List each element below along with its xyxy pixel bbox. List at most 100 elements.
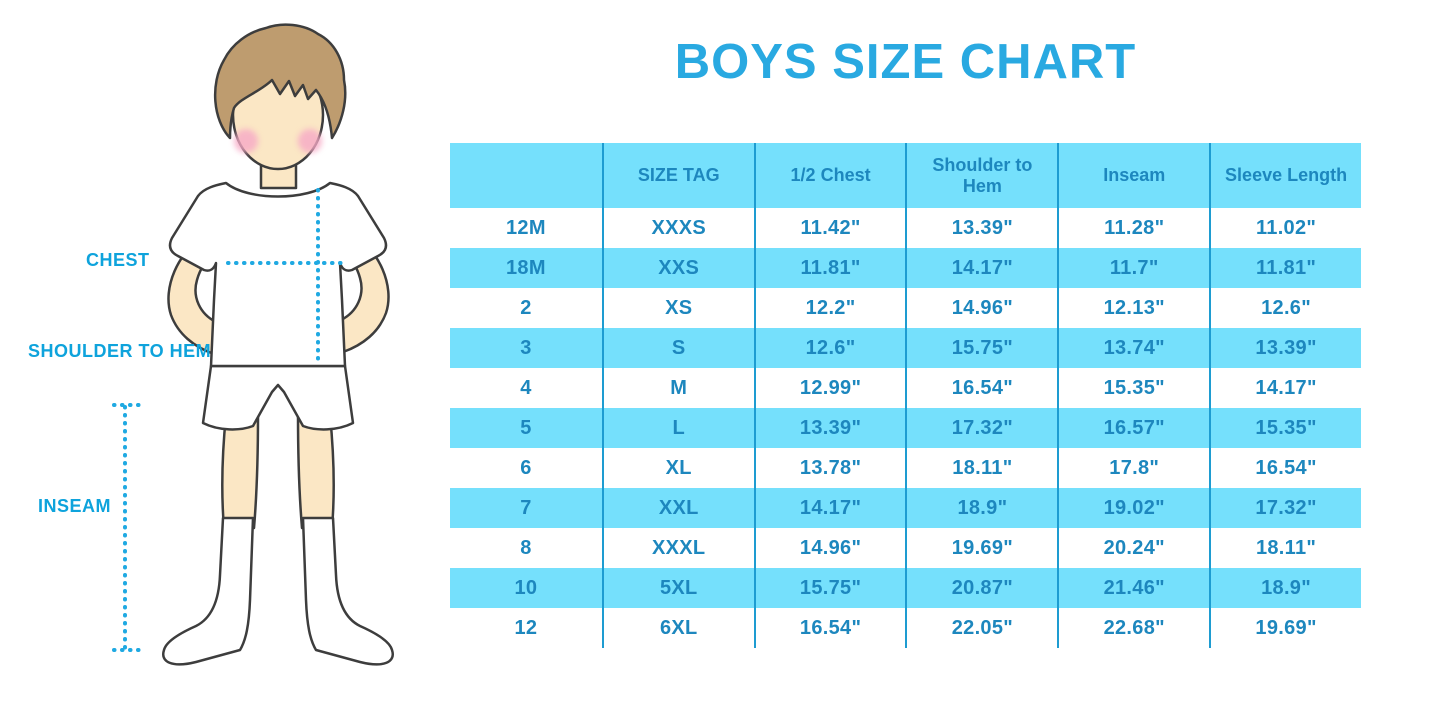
table-row: 6 XL 13.78" 18.11" 17.8" 16.54"	[450, 448, 1361, 488]
measurement-cell: 18.9"	[1209, 568, 1361, 608]
measurement-cell: 6XL	[601, 608, 754, 648]
header-sleeve-length: Sleeve Length	[1209, 143, 1361, 208]
measurement-cell: 14.96"	[905, 288, 1057, 328]
size-cell: 18M	[506, 256, 546, 279]
header-inseam: Inseam	[1057, 143, 1209, 208]
measurement-cell: 12.6"	[1209, 288, 1361, 328]
measurement-cell: 14.17"	[753, 488, 906, 528]
measurement-cell: M	[601, 368, 754, 408]
size-cell: 8	[520, 536, 532, 559]
measurement-cell: 17.32"	[905, 408, 1057, 448]
inseam-label: INSEAM	[38, 496, 112, 516]
measurement-cell: XS	[601, 288, 754, 328]
measurement-cell: 11.28"	[1057, 208, 1209, 248]
measurement-cell: 14.17"	[905, 248, 1057, 288]
chest-label: CHEST	[86, 250, 150, 270]
left-sock	[162, 516, 255, 666]
measurement-cell: 11.02"	[1209, 208, 1361, 248]
table-body: 12M XXXS 11.42" 13.39" 11.28" 11.02" 18M XXS 11.…	[450, 208, 1361, 648]
measurement-cell: XXXL	[601, 528, 754, 568]
measurement-cell: 13.39"	[905, 208, 1057, 248]
measurement-cell: 16.54"	[905, 368, 1057, 408]
measurement-cell: 13.74"	[1057, 328, 1209, 368]
table-row: 7 XXL 14.17" 18.9" 19.02" 17.32"	[450, 488, 1361, 528]
table-row: 10 5XL 15.75" 20.87" 21.46" 18.9"	[450, 568, 1361, 608]
header-size-tag: SIZE TAG	[601, 143, 754, 208]
measurement-cell: 12.2"	[753, 288, 906, 328]
left-leg	[221, 413, 260, 530]
measurement-cell: 19.02"	[1057, 488, 1209, 528]
measurement-cell: 17.8"	[1057, 448, 1209, 488]
measurement-cell: 20.24"	[1057, 528, 1209, 568]
table-row: 2 XS 12.2" 14.96" 12.13" 12.6"	[450, 288, 1361, 328]
measurement-cell: 12.13"	[1057, 288, 1209, 328]
measurement-cell: 18.11"	[905, 448, 1057, 488]
right-sock	[301, 516, 394, 666]
measurement-cell: 16.57"	[1057, 408, 1209, 448]
size-cell: 7	[520, 496, 532, 519]
t-shirt	[168, 181, 388, 368]
measurement-cell: 16.54"	[1209, 448, 1361, 488]
header-size	[450, 143, 602, 208]
size-cell: 12	[514, 616, 538, 639]
header-half-chest: 1/2 Chest	[753, 143, 906, 208]
boy-figure-svg	[112, 23, 394, 666]
left-cheek	[234, 129, 258, 153]
measurement-cell: 12.6"	[753, 328, 906, 368]
measurement-cell: XXS	[601, 248, 754, 288]
size-table: SIZE TAG 1/2 Chest Shoulder to Hem Insea…	[450, 143, 1361, 648]
measurement-cell: 22.68"	[1057, 608, 1209, 648]
measurement-cell: 11.42"	[753, 208, 906, 248]
size-cell: 5	[520, 416, 532, 439]
measurement-cell: 14.17"	[1209, 368, 1361, 408]
hair	[213, 23, 347, 140]
measurement-cell: 20.87"	[905, 568, 1057, 608]
measurement-cell: 19.69"	[1209, 608, 1361, 648]
table-row: 8 XXXL 14.96" 19.69" 20.24" 18.11"	[450, 528, 1361, 568]
header-shoulder-to-hem: Shoulder to Hem	[905, 143, 1057, 208]
measurement-cell: 18.11"	[1209, 528, 1361, 568]
measurement-cell: XXXS	[601, 208, 754, 248]
shoulder-to-hem-label: SHOULDER TO HEM	[28, 341, 212, 361]
measurement-cell: 5XL	[601, 568, 754, 608]
table-row: 12 6XL 16.54" 22.05" 22.68" 19.69"	[450, 608, 1361, 648]
measurement-cell: 11.7"	[1057, 248, 1209, 288]
size-cell: 4	[520, 376, 532, 399]
size-cell: 2	[520, 296, 532, 319]
measurement-cell: 15.75"	[905, 328, 1057, 368]
measurement-cell: XL	[601, 448, 754, 488]
table-row: 4 M 12.99" 16.54" 15.35" 14.17"	[450, 368, 1361, 408]
measurement-cell: 11.81"	[1209, 248, 1361, 288]
measurement-cell: 18.9"	[905, 488, 1057, 528]
measurement-cell: XXL	[601, 488, 754, 528]
shorts	[201, 364, 355, 431]
measurement-cell: L	[601, 408, 754, 448]
page-title: BOYS SIZE CHART	[674, 35, 1137, 89]
size-cell: 3	[520, 336, 532, 359]
measurement-cell: 14.96"	[753, 528, 906, 568]
right-cheek	[298, 129, 322, 153]
measurement-cell: 13.39"	[753, 408, 906, 448]
size-cell: 6	[520, 456, 532, 479]
table-row: 5 L 13.39" 17.32" 16.57" 15.35"	[450, 408, 1361, 448]
measurement-cell: 13.39"	[1209, 328, 1361, 368]
table-header-row: SIZE TAG 1/2 Chest Shoulder to Hem Insea…	[450, 143, 1361, 208]
table-row: 12M XXXS 11.42" 13.39" 11.28" 11.02"	[450, 208, 1361, 248]
measurement-cell: 16.54"	[753, 608, 906, 648]
measurement-cell: 21.46"	[1057, 568, 1209, 608]
size-cell: 10	[514, 576, 538, 599]
measurement-cell: 22.05"	[905, 608, 1057, 648]
measurement-cell: 15.35"	[1209, 408, 1361, 448]
measurement-cell: 15.35"	[1057, 368, 1209, 408]
measurement-cell: 12.99"	[753, 368, 906, 408]
measurement-cell: S	[601, 328, 754, 368]
size-cell: 12M	[506, 216, 546, 239]
measurement-cell: 15.75"	[753, 568, 906, 608]
measurement-cell: 19.69"	[905, 528, 1057, 568]
table-row: 18M XXS 11.81" 14.17" 11.7" 11.81"	[450, 248, 1361, 288]
right-leg	[296, 413, 335, 530]
measurement-cell: 13.78"	[753, 448, 906, 488]
boy-illustration: CHEST SHOULDER TO HEM INSEAM	[0, 0, 450, 723]
measurement-cell: 17.32"	[1209, 488, 1361, 528]
